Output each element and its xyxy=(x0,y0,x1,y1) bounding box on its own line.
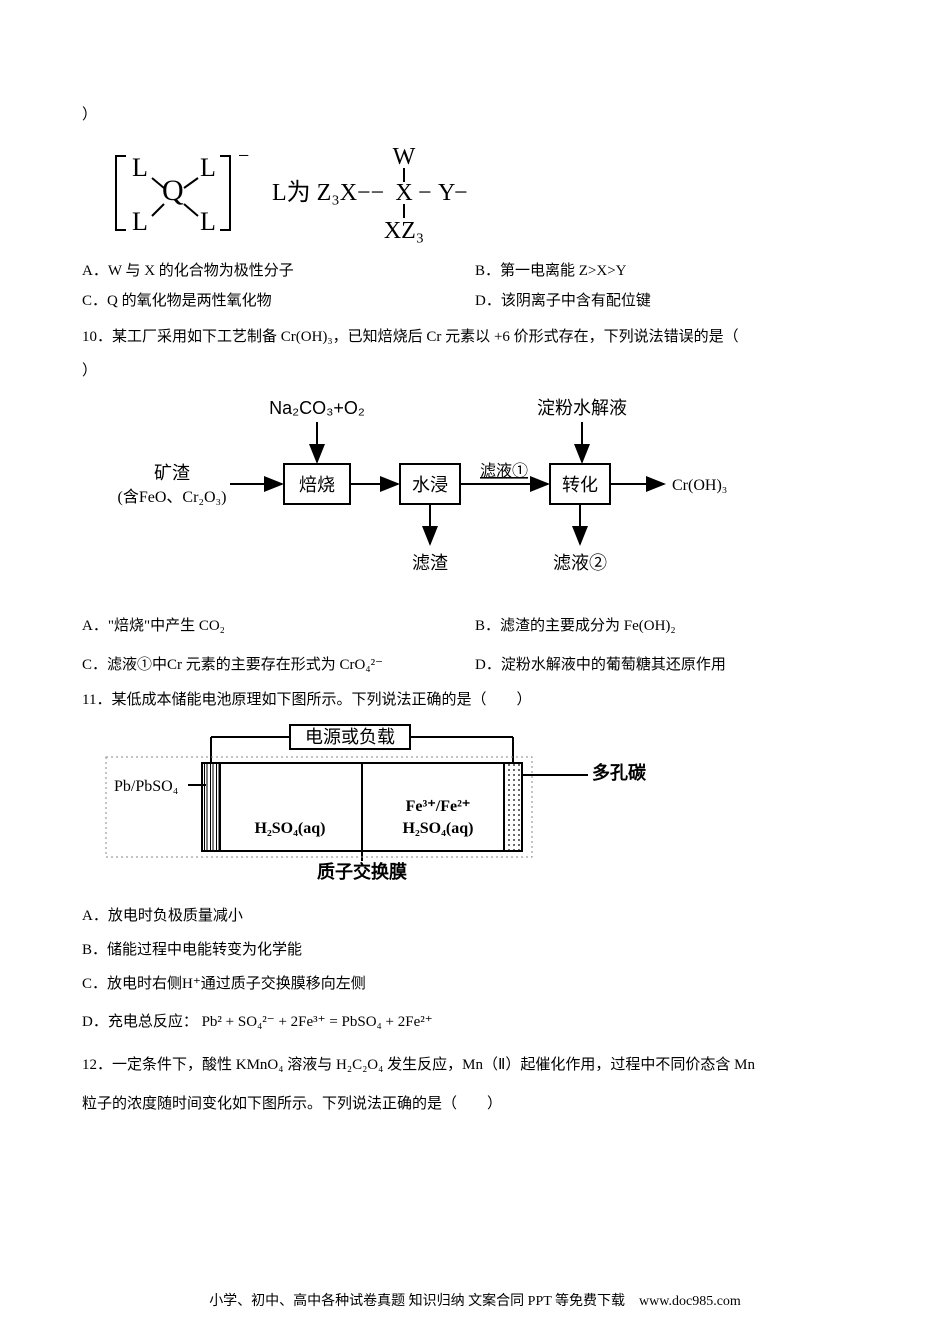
svg-text:焙烧: 焙烧 xyxy=(299,475,335,495)
svg-text:矿渣: 矿渣 xyxy=(154,463,190,483)
svg-text:H₂SO₄(aq): H₂SO₄(aq) xyxy=(403,820,474,837)
q11-battery-diagram: 电源或负载 Pb/PbSO₄ 多孔碳 H₂SO₄(aq) Fe³⁺/Fe²⁺ H… xyxy=(102,723,662,893)
svg-text:H₂SO₄(aq): H₂SO₄(aq) xyxy=(255,820,326,837)
svg-text:−: − xyxy=(238,145,249,167)
svg-text:−: − xyxy=(454,180,468,206)
svg-text:Pb/PbSO₄: Pb/PbSO₄ xyxy=(114,778,179,795)
q9-opt-d: D．该阴离子中含有配位键 xyxy=(475,286,868,316)
svg-text:X: X xyxy=(395,180,412,206)
q10-stem: 10．某工厂采用如下工艺制备 Cr(OH)₃，已知焙烧后 Cr 元素以 +6 价… xyxy=(82,322,868,352)
svg-text:转化: 转化 xyxy=(562,475,598,495)
svg-text:质子交换膜: 质子交换膜 xyxy=(317,861,407,882)
q10-options: A．"焙烧"中产生 CO₂ B．滤渣的主要成分为 Fe(OH)₂ C．滤液①中C… xyxy=(82,607,868,685)
svg-text:(含FeO、Cr₂O₃): (含FeO、Cr₂O₃) xyxy=(118,488,227,506)
q10-opt-c: C．滤液①中Cr 元素的主要存在形式为 CrO₄²⁻ xyxy=(82,646,475,685)
q11-opt-a: A．放电时负极质量减小 xyxy=(82,901,868,931)
q11-opt-b: B．储能过程中电能转变为化学能 xyxy=(82,935,868,965)
q10-opt-d: D．淀粉水解液中的葡萄糖其还原作用 xyxy=(475,646,868,685)
svg-text:电源或负载: 电源或负载 xyxy=(305,727,395,747)
svg-text:滤渣: 滤渣 xyxy=(412,553,448,573)
svg-text:Q: Q xyxy=(162,174,184,207)
stray-paren: ） xyxy=(82,100,868,130)
q12-stem-1: 12．一定条件下，酸性 KMnO₄ 溶液与 H₂C₂O₄ 发生反应，Mn（Ⅱ）起… xyxy=(82,1046,868,1085)
svg-text:Fe³⁺/Fe²⁺: Fe³⁺/Fe²⁺ xyxy=(406,798,471,815)
svg-text:水浸: 水浸 xyxy=(412,475,448,495)
q12-stem-2: 粒子的浓度随时间变化如下图所示。下列说法正确的是（ ） xyxy=(82,1089,868,1119)
q9-options: A．W 与 X 的化合物为极性分子 B．第一电离能 Z>X>Y C．Q 的氧化物… xyxy=(82,256,868,316)
svg-text:Cr(OH)₃: Cr(OH)₃ xyxy=(672,477,727,494)
q11-stem: 11．某低成本储能电池原理如下图所示。下列说法正确的是（ ） xyxy=(82,685,868,715)
svg-text:Y: Y xyxy=(438,180,455,206)
q9-opt-a: A．W 与 X 的化合物为极性分子 xyxy=(82,256,475,286)
svg-text:−: − xyxy=(370,180,384,206)
page: ） − Q L L L L L为 Z₃X− W X XZ₃ − Y − − A．… xyxy=(0,0,950,1344)
svg-text:L: L xyxy=(132,153,148,182)
q10-close: ） xyxy=(82,356,868,386)
complex-ion-diagram: − Q L L L L L为 Z₃X− W X XZ₃ − Y − − xyxy=(102,138,522,248)
q9-opt-c: C．Q 的氧化物是两性氧化物 xyxy=(82,286,475,316)
svg-text:滤液②: 滤液② xyxy=(553,553,607,573)
svg-text:W: W xyxy=(393,144,416,170)
svg-text:−: − xyxy=(418,180,432,206)
q11-opt-c: C．放电时右侧H⁺通过质子交换膜移向左侧 xyxy=(82,969,868,999)
svg-text:淀粉水解液: 淀粉水解液 xyxy=(537,398,627,418)
svg-text:XZ₃: XZ₃ xyxy=(384,218,424,244)
q9-opt-b: B．第一电离能 Z>X>Y xyxy=(475,256,868,286)
q10-opt-b: B．滤渣的主要成分为 Fe(OH)₂ xyxy=(475,607,868,646)
q11-opt-d: D．充电总反应： Pb² + SO₄²⁻ + 2Fe³⁺ = PbSO₄ + 2… xyxy=(82,1003,868,1042)
page-footer: 小学、初中、高中各种试卷真题 知识归纳 文案合同 PPT 等免费下载 www.d… xyxy=(0,1288,950,1316)
svg-text:L: L xyxy=(200,207,216,236)
svg-text:多孔碳: 多孔碳 xyxy=(592,762,647,783)
q10-opt-a: A．"焙烧"中产生 CO₂ xyxy=(82,607,475,646)
svg-text:L: L xyxy=(200,153,216,182)
svg-text:L为 Z₃X−: L为 Z₃X− xyxy=(272,179,371,206)
svg-text:滤液①: 滤液① xyxy=(480,462,528,480)
svg-text:L: L xyxy=(132,207,148,236)
svg-text:Na₂CO₃+O₂: Na₂CO₃+O₂ xyxy=(269,398,365,418)
q10-flow-diagram: Na₂CO₃+O₂ 淀粉水解液 矿渣 (含FeO、Cr₂O₃) 焙烧 水浸 滤液… xyxy=(102,394,762,599)
